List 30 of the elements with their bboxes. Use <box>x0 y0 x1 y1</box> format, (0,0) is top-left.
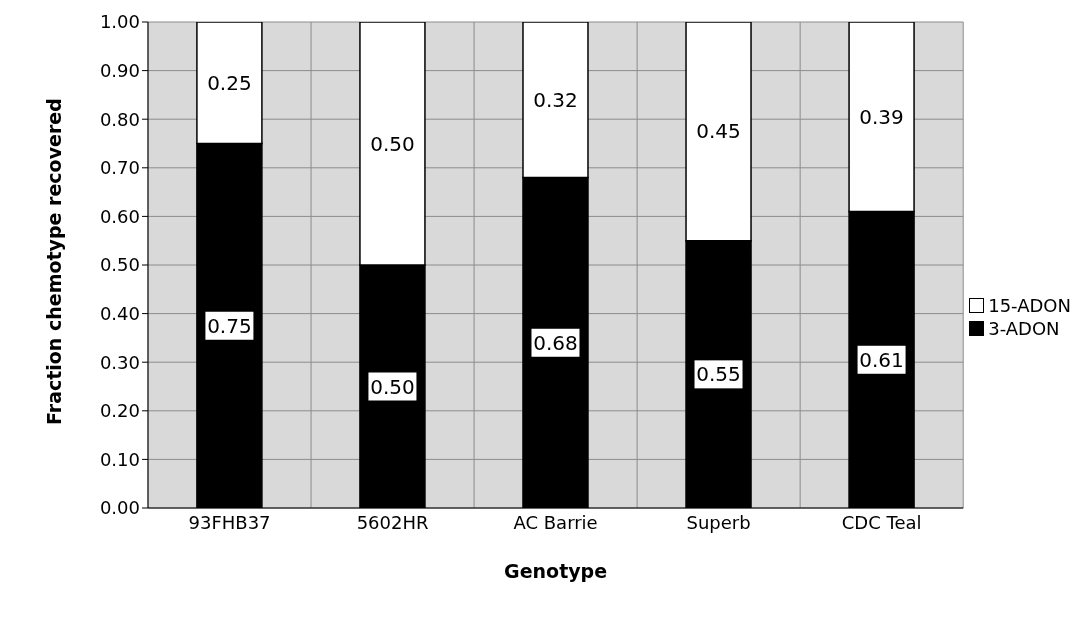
y-tick-label: 0.70 <box>99 157 140 179</box>
y-tick-label: 0.60 <box>99 205 140 227</box>
x-tick-label: AC Barrie <box>513 511 598 533</box>
y-tick-label: 0.80 <box>99 108 140 130</box>
data-label: 0.55 <box>696 362 741 387</box>
y-tick-label: 0.00 <box>99 497 140 519</box>
y-tick-label: 0.40 <box>99 302 140 324</box>
y-tick-label: 0.50 <box>99 254 140 276</box>
data-label: 0.50 <box>370 374 415 399</box>
data-label: 0.61 <box>859 347 904 372</box>
y-tick-label: 0.90 <box>99 59 140 81</box>
x-axis-title: Genotype <box>504 560 608 582</box>
y-tick-label: 0.30 <box>99 351 140 373</box>
x-tick-label: 93FHB37 <box>188 511 271 533</box>
legend-label: 15-ADON <box>988 295 1071 316</box>
data-label: 0.75 <box>207 313 252 338</box>
y-tick-label: 0.20 <box>99 400 140 422</box>
legend-label: 3-ADON <box>988 318 1060 339</box>
y-tick-label: 1.00 <box>99 11 140 33</box>
x-tick-label: 5602HR <box>356 511 429 533</box>
data-label: 0.68 <box>533 330 578 355</box>
y-axis-title: Fraction chemotype recovered <box>42 98 65 425</box>
x-tick-label: CDC Teal <box>841 511 922 533</box>
data-label: 0.45 <box>696 119 741 144</box>
data-label: 0.50 <box>370 131 415 156</box>
x-tick-label: Superb <box>686 511 751 533</box>
data-label: 0.39 <box>859 104 904 129</box>
y-tick-label: 0.10 <box>99 448 140 470</box>
data-label: 0.32 <box>533 87 578 112</box>
data-label: 0.25 <box>207 70 252 95</box>
